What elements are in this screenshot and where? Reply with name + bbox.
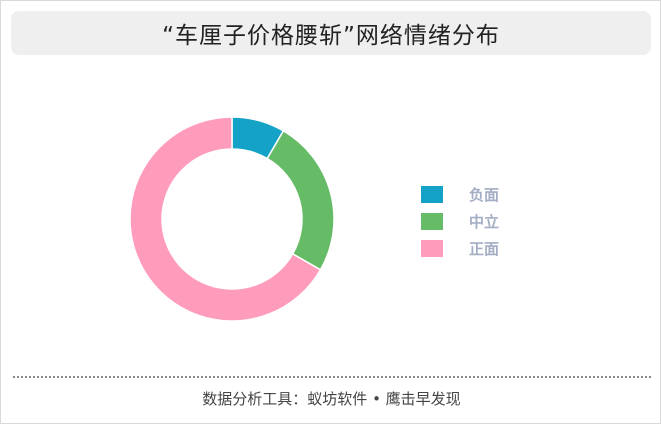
footer-divider (13, 376, 651, 378)
chart-title: “车厘子价格腰斩”网络情绪分布 (162, 23, 500, 49)
legend-label: 中立 (469, 213, 500, 231)
footer-credit: 数据分析工具：蚁坊软件 • 鹰击早发现 (202, 390, 461, 408)
legend-swatch (421, 186, 443, 203)
donut-slice-1 (266, 129, 335, 271)
chart-legend: 负面 中立 正面 (421, 181, 499, 262)
title-bar: “车厘子价格腰斩”网络情绪分布 (11, 11, 651, 55)
legend-item-0: 负面 (421, 181, 499, 208)
legend-item-1: 中立 (421, 208, 499, 235)
legend-swatch (421, 213, 443, 230)
legend-item-2: 正面 (421, 235, 499, 262)
donut-chart (129, 116, 335, 322)
legend-swatch (421, 240, 443, 257)
donut-slice-2 (129, 116, 322, 322)
legend-label: 正面 (469, 240, 500, 258)
legend-label: 负面 (469, 186, 500, 204)
